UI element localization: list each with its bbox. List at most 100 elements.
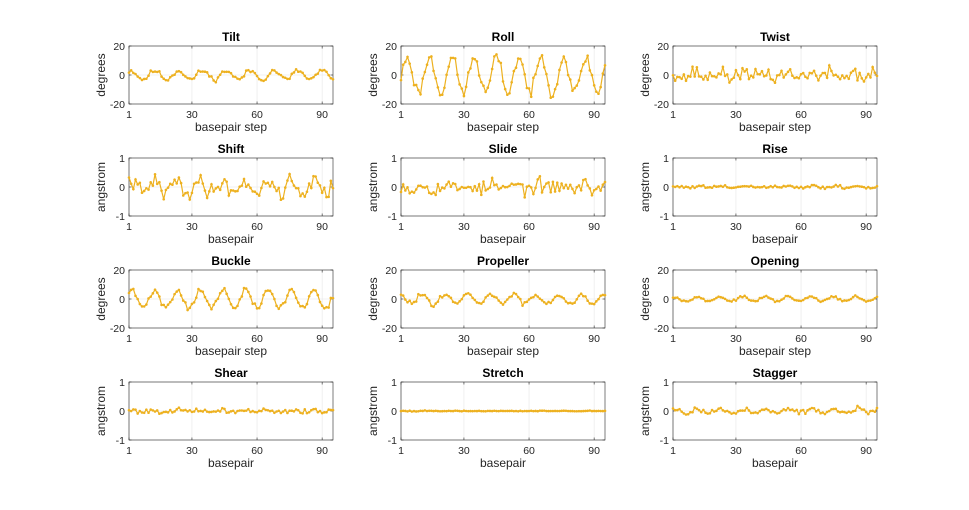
data-point	[447, 294, 451, 298]
x-tick-label: 30	[730, 445, 742, 457]
data-point	[732, 411, 736, 415]
data-point	[227, 297, 231, 301]
data-point	[769, 77, 772, 81]
data-point	[184, 301, 187, 304]
data-point	[440, 409, 444, 413]
data-point	[819, 74, 822, 77]
data-point	[251, 409, 254, 413]
data-point	[257, 306, 261, 310]
subplot-title: Stagger	[753, 366, 798, 380]
data-point	[732, 298, 736, 301]
data-point	[676, 408, 679, 412]
data-point	[801, 71, 805, 75]
data-point	[693, 75, 696, 78]
data-point	[832, 185, 835, 188]
data-point	[127, 408, 131, 412]
data-point	[691, 410, 694, 414]
y-tick-label: -1	[116, 435, 125, 447]
data-point	[799, 185, 803, 189]
data-point	[129, 69, 133, 72]
data-point	[793, 298, 796, 302]
data-point	[436, 409, 440, 413]
data-point	[164, 78, 168, 82]
x-tick-label: 30	[186, 221, 198, 233]
y-tick-label: 1	[663, 153, 669, 165]
data-point	[799, 299, 803, 303]
data-point	[208, 190, 211, 193]
data-point	[516, 410, 520, 413]
data-point	[599, 85, 602, 89]
data-point	[425, 296, 429, 300]
data-point	[147, 188, 150, 191]
data-point	[486, 294, 490, 297]
data-point	[566, 409, 570, 413]
data-point	[689, 298, 692, 302]
data-point	[166, 411, 170, 414]
data-point	[168, 182, 172, 186]
x-tick-label: 90	[316, 221, 328, 233]
data-point	[264, 78, 268, 81]
data-point	[177, 406, 181, 409]
data-point	[586, 54, 589, 57]
data-point	[240, 295, 244, 298]
y-tick-label: 1	[391, 153, 397, 165]
data-point	[549, 409, 553, 413]
data-point	[136, 75, 139, 78]
data-point	[279, 198, 283, 201]
data-point	[734, 412, 738, 415]
data-point	[273, 411, 276, 415]
data-point	[738, 185, 742, 189]
data-point	[471, 189, 474, 193]
data-point	[268, 409, 272, 413]
subplot-title: Opening	[751, 254, 800, 268]
data-point	[717, 407, 720, 411]
data-point	[493, 55, 496, 58]
subplot-shear: 1 30 60 90 -1 0 1 Shear basepair angstrom	[94, 366, 335, 470]
data-point	[201, 182, 205, 185]
data-point	[266, 181, 270, 185]
data-point	[490, 409, 494, 413]
data-point	[562, 297, 566, 300]
data-point	[873, 186, 877, 189]
data-point	[296, 301, 300, 304]
y-tick-label: -1	[116, 211, 125, 223]
data-point	[443, 294, 446, 297]
data-point	[486, 86, 490, 90]
data-point	[175, 70, 179, 73]
data-point	[438, 93, 442, 97]
data-point	[430, 192, 433, 196]
data-point	[425, 409, 429, 413]
data-point	[784, 294, 788, 298]
data-point	[686, 300, 690, 303]
data-point	[305, 411, 309, 415]
data-point	[223, 70, 226, 74]
data-point	[484, 189, 487, 192]
data-point	[810, 406, 814, 410]
data-point	[536, 295, 540, 298]
data-point	[158, 412, 161, 416]
data-point	[671, 74, 675, 77]
x-tick-label: 1	[670, 333, 676, 345]
data-point	[682, 412, 686, 415]
data-point	[493, 409, 496, 413]
data-point	[164, 306, 168, 309]
data-point	[847, 186, 851, 190]
data-point	[767, 408, 770, 412]
data-point	[236, 304, 239, 308]
data-point	[571, 89, 574, 93]
data-point	[192, 182, 196, 186]
data-point	[699, 296, 703, 300]
x-tick-label: 60	[251, 109, 263, 121]
data-point	[579, 69, 583, 73]
data-point	[738, 77, 742, 81]
subplot-title: Propeller	[477, 254, 529, 268]
data-point	[704, 186, 707, 189]
data-point	[843, 410, 846, 414]
y-tick-label: -1	[388, 211, 397, 223]
data-point	[412, 300, 416, 304]
data-point	[484, 296, 487, 299]
data-point	[155, 70, 159, 74]
data-point	[780, 69, 783, 73]
data-point	[551, 180, 555, 184]
data-point	[190, 302, 194, 306]
